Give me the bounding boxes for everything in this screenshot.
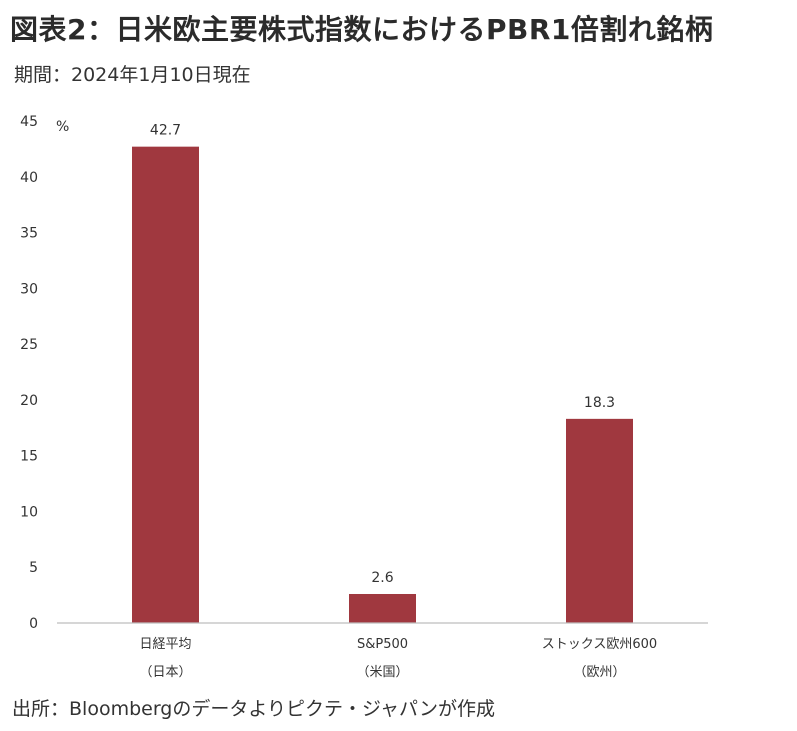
y-tick-label: 45 [20,114,38,130]
bars [132,146,633,623]
x-category-label: S&P500 [357,637,408,652]
unit-label: % [56,119,69,135]
bar [349,593,416,623]
chart-title: 図表2：日米欧主要株式指数におけるPBR1倍割れ銘柄 [10,13,714,46]
y-tick-label: 35 [20,226,38,242]
y-tick-label: 10 [20,504,38,520]
y-tick-label: 20 [20,393,38,409]
x-category-sublabel: （日本） [139,665,191,680]
y-tick-label: 0 [29,616,38,632]
source-note: 出所：Bloombergのデータよりピクテ・ジャパンが作成 [12,698,495,720]
data-label: 42.7 [150,123,181,139]
bar [132,146,199,623]
data-labels: 42.7 2.6 18.3 [150,123,615,586]
y-tick-label: 5 [29,560,38,576]
y-axis-ticks: 0 5 10 15 20 25 30 35 40 45 [20,114,38,632]
y-tick-label: 15 [20,449,38,465]
x-category-label: ストックス欧州600 [542,637,657,652]
x-category-label: 日経平均 [139,637,191,652]
y-tick-label: 30 [20,281,38,297]
data-label: 18.3 [584,395,615,411]
x-category-sublabel: （米国） [356,665,408,680]
period-label: 期間：2024年1月10日現在 [14,64,251,86]
x-axis-categories: 日経平均 （日本） S&P500 （米国） ストックス欧州600 （欧州） [139,637,657,680]
y-tick-label: 40 [20,170,38,186]
y-tick-label: 25 [20,337,38,353]
x-category-sublabel: （欧州） [573,665,625,680]
bar [566,418,633,623]
data-label: 2.6 [371,570,393,586]
